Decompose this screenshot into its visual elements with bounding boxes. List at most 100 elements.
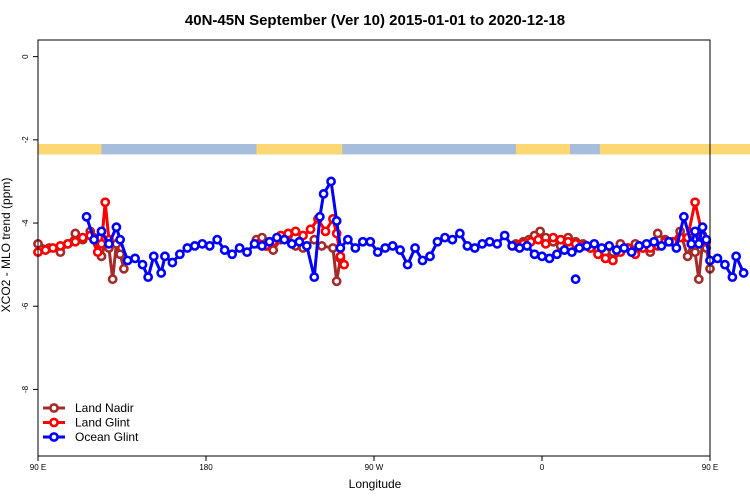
- data-point: [634, 241, 644, 251]
- data-point: [316, 241, 327, 251]
- land-band-1: [256, 144, 343, 155]
- data-point: [589, 238, 600, 249]
- data-point: [104, 238, 114, 249]
- data-point: [574, 243, 585, 253]
- data-point: [682, 251, 693, 262]
- legend-label: Land Nadir: [75, 401, 134, 415]
- data-point: [619, 243, 630, 253]
- data-point: [339, 259, 350, 270]
- data-point: [447, 234, 458, 245]
- data-point: [118, 263, 129, 274]
- data-point: [96, 226, 107, 237]
- data-point: [596, 243, 607, 253]
- x-tick-label: 90 E: [30, 463, 46, 472]
- data-point: [712, 253, 723, 264]
- data-point: [197, 238, 208, 249]
- data-point: [219, 245, 230, 255]
- legend-marker: [49, 432, 59, 442]
- data-point: [167, 257, 178, 268]
- data-point: [227, 249, 238, 260]
- y-tick-label: -4: [21, 219, 30, 227]
- legend-marker: [49, 417, 59, 428]
- data-point: [454, 228, 465, 239]
- data-point: [499, 230, 510, 241]
- data-point: [62, 238, 73, 249]
- data-point: [350, 243, 361, 253]
- data-point: [727, 272, 738, 283]
- data-point: [544, 253, 555, 264]
- data-point: [286, 238, 297, 249]
- data-point: [548, 232, 559, 243]
- data-point: [555, 234, 566, 245]
- data-point: [664, 236, 674, 247]
- x-tick-label: 0: [540, 463, 545, 472]
- data-point: [540, 238, 551, 249]
- data-point: [70, 236, 81, 247]
- data-point: [656, 241, 667, 251]
- data-point: [111, 222, 122, 233]
- data-point: [484, 236, 495, 247]
- data-point: [89, 234, 99, 245]
- data-point: [92, 247, 103, 258]
- ocean-band: [38, 144, 710, 155]
- land-band-0: [38, 144, 102, 155]
- series-ocean-glint: [81, 176, 749, 283]
- data-point: [535, 226, 546, 237]
- data-point: [294, 236, 305, 247]
- legend-marker: [49, 403, 59, 413]
- data-point: [701, 234, 712, 245]
- legend-label: Ocean Glint: [75, 430, 139, 444]
- data-point: [720, 259, 730, 270]
- data-point: [566, 247, 577, 258]
- y-tick-label: -6: [21, 302, 30, 310]
- data-point: [402, 259, 413, 270]
- y-tick-label: 0: [21, 54, 30, 59]
- data-point: [305, 224, 316, 235]
- data-point: [387, 241, 398, 251]
- data-point: [301, 241, 312, 251]
- data-point: [115, 249, 126, 260]
- chart-title: 40N-45N September (Ver 10) 2015-01-01 to…: [185, 12, 565, 29]
- data-point: [148, 251, 159, 262]
- data-point: [533, 234, 544, 245]
- data-point: [212, 234, 223, 245]
- data-point: [395, 245, 406, 255]
- data-point: [731, 251, 742, 262]
- data-point: [581, 241, 592, 251]
- data-point: [331, 276, 342, 287]
- data-point: [432, 236, 443, 247]
- data-point: [697, 222, 708, 233]
- data-point: [264, 236, 275, 247]
- data-point: [738, 268, 749, 278]
- data-point: [372, 247, 383, 258]
- data-point: [115, 234, 126, 245]
- data-point: [608, 255, 618, 266]
- data-point: [641, 238, 652, 249]
- data-point: [507, 241, 518, 251]
- data-point: [242, 247, 252, 258]
- data-point: [40, 245, 51, 255]
- data-point: [268, 245, 279, 255]
- data-point: [417, 255, 428, 266]
- land-band-2: [515, 144, 570, 155]
- data-point: [234, 243, 245, 253]
- data-point: [552, 249, 562, 260]
- data-point: [137, 259, 148, 270]
- data-point: [410, 243, 420, 253]
- data-point: [279, 234, 290, 245]
- x-tick-label: 90 W: [365, 463, 384, 472]
- y-tick-label: -2: [21, 136, 30, 144]
- data-point: [320, 226, 331, 237]
- data-point: [380, 243, 391, 253]
- data-point: [204, 241, 215, 251]
- data-point: [174, 249, 185, 260]
- data-point: [611, 245, 622, 255]
- x-axis: 90 E 180 90 W 0 90 E: [30, 456, 718, 472]
- y-axis-label: XCO2 - MLO trend (ppm): [0, 178, 13, 313]
- y-tick-label: -8: [21, 385, 30, 393]
- data-point: [290, 226, 301, 237]
- data-point: [328, 243, 338, 253]
- data-point: [690, 226, 700, 237]
